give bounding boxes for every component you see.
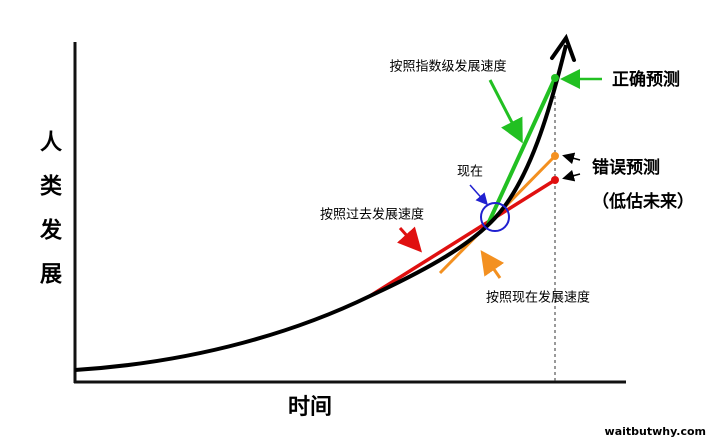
past-arrow: [397, 226, 423, 253]
correct-point: [551, 74, 559, 82]
curve-arrowhead: [550, 33, 576, 62]
exponential-label: 按照指数级发展速度: [389, 59, 506, 75]
now-arrow: [469, 184, 488, 206]
exponential-arrow: [488, 79, 523, 144]
underestimate-label: （低估未来）: [592, 191, 694, 212]
red-point: [551, 176, 559, 184]
current-arrow: [480, 250, 505, 279]
now-circle: [480, 202, 510, 232]
wrong-arrow-2: [562, 169, 581, 182]
past-rate-line: [369, 178, 556, 298]
past-rate-label: 按照过去发展速度: [320, 207, 424, 223]
correct-label: 正确预测: [612, 69, 680, 90]
growth-curve: [74, 44, 568, 372]
wrong-arrow-1: [562, 152, 581, 165]
x-axis-label: 时间: [288, 395, 332, 420]
orange-point: [551, 152, 559, 160]
exponential-line: [486, 77, 557, 225]
wrong-label: 错误预测: [592, 157, 660, 178]
y-axis-label: 人类发展: [36, 130, 61, 306]
current-rate-label: 按照现在发展速度: [486, 290, 590, 306]
watermark: waitbutwhy.com: [605, 425, 706, 438]
now-label: 现在: [457, 165, 483, 180]
